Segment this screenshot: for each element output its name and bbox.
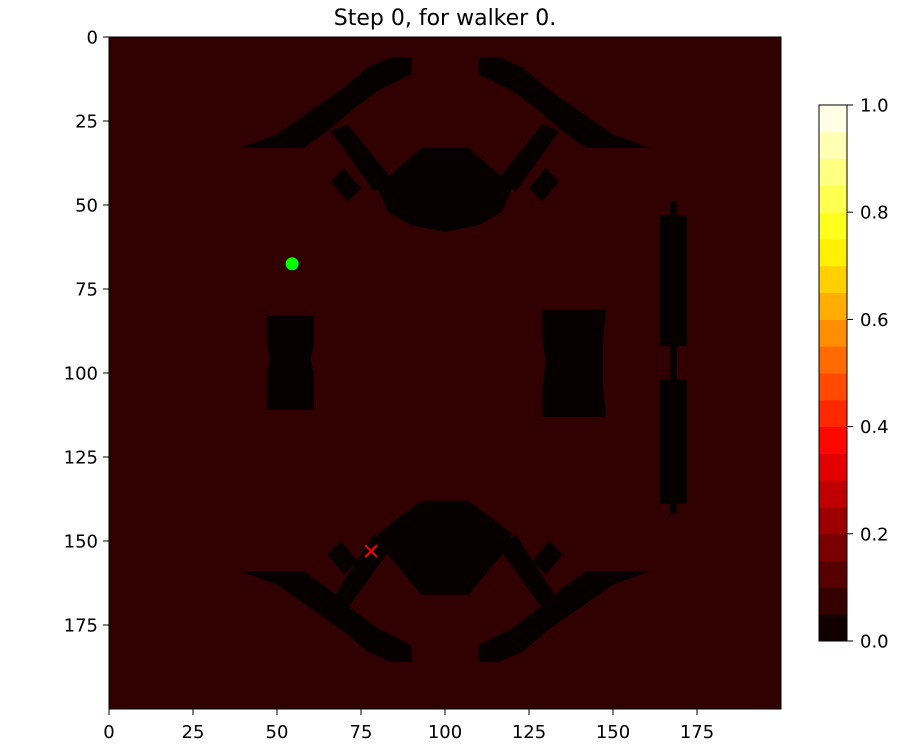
colorbar-band [819,185,847,213]
y-tick-label: 0 [87,28,98,49]
obstacle-top-left-nub [330,168,361,202]
y-tick-label: 75 [75,280,98,301]
colorbar-band [819,614,847,642]
colorbar-band [819,453,847,481]
colorbar-band [819,131,847,160]
x-tick-label: 150 [596,722,630,743]
obstacle-top-right-nub [529,168,560,202]
colorbar-band [819,480,847,508]
obstacle-top-right-diagonal [498,124,560,192]
obstacle-left-block [266,315,314,410]
colorbar-tick-label: 0.2 [860,524,889,545]
colorbar-band [819,239,847,267]
obstacle-bottom-left-diagonal [330,534,392,609]
colorbar-band [819,319,847,347]
walker-position-marker [285,257,299,271]
marker-layer [285,257,378,558]
colorbar-tick-label: 0.6 [860,310,889,331]
heatmap-background [109,37,781,709]
obstacle-top-center-body [377,147,513,232]
x-tick-label: 0 [103,722,114,743]
obstacle-right-pillar-cap-top [670,201,677,219]
obstacle-bottom-left-nub [327,541,358,575]
heatmap-plot-area [108,36,782,710]
obstacle-top-left-diagonal [330,124,392,192]
y-axis: 0 25 50 75 100 125 150 175 [64,28,109,637]
obstacle-top-left-arm [240,57,412,148]
y-tick-label: 50 [75,196,98,217]
chart-title: Step 0, for walker 0. [334,6,556,31]
obstacle-bottom-right-nub [532,541,563,575]
colorbar-band [819,158,847,186]
y-tick-label: 150 [64,532,98,553]
y-tick-label: 25 [75,112,98,133]
colorbar-frame [818,104,848,642]
colorbar-band [819,507,847,535]
colorbar-tick-label: 1.0 [860,96,889,117]
colorbar-band [819,533,847,562]
colorbar-bands [819,105,847,642]
colorbar-tick-label: 0.4 [860,417,889,438]
x-tick-label: 100 [428,722,462,743]
colorbar-band [819,373,847,401]
colorbar-band [819,346,847,374]
y-tick-label: 125 [64,448,98,469]
colorbar-band [819,265,847,294]
colorbar-ticks: 0.0 0.2 0.4 0.6 0.8 1.0 [847,96,889,653]
y-tick-label: 175 [64,616,98,637]
colorbar-band [819,426,847,454]
x-tick-label: 25 [182,722,205,743]
obstacle-top-right-arm [478,57,650,148]
obstacle-right-pillar-top [660,215,687,347]
obstacle-bottom-left-arm [240,571,412,662]
colorbar-band [819,212,847,240]
colorbar-tick-label: 0.0 [860,632,889,653]
colorbar-band [819,587,847,615]
obstacle-bottom-center-body [377,500,513,595]
obstacle-right-pillar-bottom [660,379,687,504]
obstacle-bottom-right-diagonal [498,534,560,609]
y-tick-label: 100 [64,364,98,385]
colorbar-band [819,560,847,588]
x-tick-label: 50 [266,722,289,743]
obstacle-bottom-right-arm [478,571,650,662]
obstacle-layer [240,57,687,662]
colorbar-tick-label: 0.8 [860,203,889,224]
colorbar: 0.0 0.2 0.4 0.6 0.8 1.0 [818,96,889,653]
colorbar-band [819,292,847,320]
obstacle-right-pillar-neck [670,339,677,387]
x-tick-label: 75 [350,722,373,743]
obstacle-right-pillar-cap-bottom [670,500,677,515]
goal-position-marker [364,544,378,558]
x-tick-label: 175 [680,722,714,743]
x-axis: 0 25 50 75 100 125 150 175 [103,709,714,743]
x-tick-label: 125 [512,722,546,743]
obstacle-right-block [542,309,607,417]
colorbar-band [819,105,847,133]
colorbar-band [819,399,847,428]
